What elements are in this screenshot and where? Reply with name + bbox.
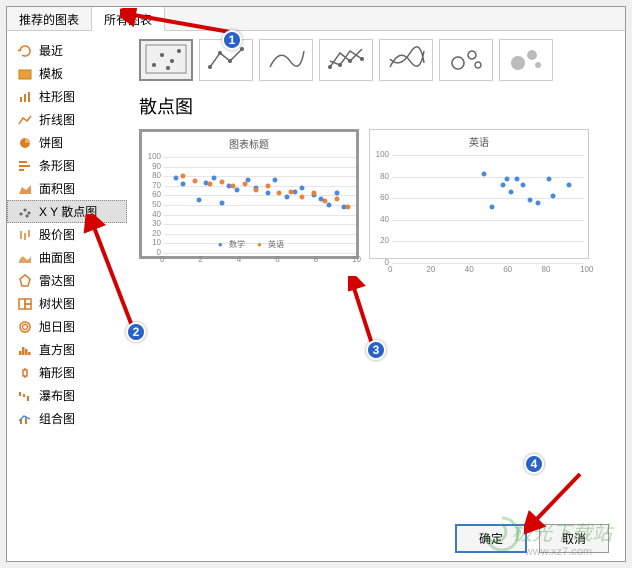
dialog-buttons: 确定 取消 <box>455 524 609 553</box>
sidebar-item-label: 面积图 <box>39 180 75 197</box>
chart-subtype-icon <box>324 43 368 78</box>
sidebar-item-pie[interactable]: 饼图 <box>7 131 127 154</box>
pie-icon <box>17 136 33 150</box>
chart-area: 020406080100020406080100 <box>392 155 584 263</box>
sidebar-item-label: 柱形图 <box>39 88 75 105</box>
sidebar-item-template[interactable]: 模板 <box>7 62 127 85</box>
insert-chart-dialog: 推荐的图表 所有图表 最近模板柱形图折线图饼图条形图面积图 X Y 散点图股价图曲… <box>6 6 626 562</box>
sidebar-item-label: 饼图 <box>39 134 63 151</box>
preview-title: 英语 <box>370 130 588 151</box>
sidebar-item-label: 箱形图 <box>39 364 75 381</box>
chart-category-sidebar: 最近模板柱形图折线图饼图条形图面积图 X Y 散点图股价图曲面图雷达图树状图旭日图… <box>7 31 127 521</box>
sidebar-item-label: X Y 散点图 <box>39 203 97 220</box>
sidebar-item-surface[interactable]: 曲面图 <box>7 246 127 269</box>
waterfall-icon <box>17 389 33 403</box>
chart-subtype-2[interactable] <box>259 39 313 81</box>
column-icon <box>17 90 33 104</box>
sidebar-item-combo[interactable]: 组合图 <box>7 407 127 430</box>
badge-2: 2 <box>126 322 146 342</box>
recent-icon <box>17 44 33 58</box>
chart-subtype-icon <box>384 43 428 78</box>
chart-subtype-5[interactable] <box>439 39 493 81</box>
section-title: 散点图 <box>139 93 613 119</box>
bar-icon <box>17 159 33 173</box>
preview-2[interactable]: 英语020406080100020406080100 <box>369 129 589 259</box>
chart-subtype-0[interactable] <box>139 39 193 81</box>
cancel-button[interactable]: 取消 <box>539 524 609 553</box>
preview-title: 图表标题 <box>142 132 356 153</box>
sidebar-item-waterfall[interactable]: 瀑布图 <box>7 384 127 407</box>
sidebar-item-label: 旭日图 <box>39 318 75 335</box>
line-icon <box>17 113 33 127</box>
chart-previews: 图表标题01020304050607080901000246810● 数学● 英… <box>139 129 613 259</box>
radar-icon <box>17 274 33 288</box>
badge-1: 1 <box>222 30 242 50</box>
sidebar-item-label: 雷达图 <box>39 272 75 289</box>
sidebar-item-label: 最近 <box>39 42 63 59</box>
sidebar-item-stock[interactable]: 股价图 <box>7 223 127 246</box>
sidebar-item-histogram[interactable]: 直方图 <box>7 338 127 361</box>
ok-button[interactable]: 确定 <box>455 524 527 553</box>
sidebar-item-radar[interactable]: 雷达图 <box>7 269 127 292</box>
tab-recommended[interactable]: 推荐的图表 <box>7 7 92 30</box>
badge-3: 3 <box>366 340 386 360</box>
preview-1[interactable]: 图表标题01020304050607080901000246810● 数学● 英… <box>139 129 359 259</box>
badge-4: 4 <box>524 454 544 474</box>
scatter-icon <box>17 205 33 219</box>
sidebar-item-label: 股价图 <box>39 226 75 243</box>
chart-subtype-icon <box>444 43 488 78</box>
boxplot-icon <box>17 366 33 380</box>
chart-subtype-icon <box>144 43 188 78</box>
sunburst-icon <box>17 320 33 334</box>
sidebar-item-label: 瀑布图 <box>39 387 75 404</box>
dialog-body: 最近模板柱形图折线图饼图条形图面积图 X Y 散点图股价图曲面图雷达图树状图旭日图… <box>7 31 625 521</box>
area-icon <box>17 182 33 196</box>
chart-subtype-icon <box>504 43 548 78</box>
sidebar-item-scatter[interactable]: X Y 散点图 <box>7 200 127 223</box>
template-icon <box>17 67 33 81</box>
sidebar-item-treemap[interactable]: 树状图 <box>7 292 127 315</box>
sidebar-item-label: 模板 <box>39 65 63 82</box>
sidebar-item-line[interactable]: 折线图 <box>7 108 127 131</box>
stock-icon <box>17 228 33 242</box>
sidebar-item-boxplot[interactable]: 箱形图 <box>7 361 127 384</box>
sidebar-item-area[interactable]: 面积图 <box>7 177 127 200</box>
main-pane: 散点图 图表标题01020304050607080901000246810● 数… <box>127 31 625 521</box>
sidebar-item-label: 曲面图 <box>39 249 75 266</box>
tab-all-charts[interactable]: 所有图表 <box>92 7 165 31</box>
treemap-icon <box>17 297 33 311</box>
chart-subtype-icon <box>264 43 308 78</box>
sidebar-item-label: 树状图 <box>39 295 75 312</box>
chart-legend: ● 数学● 英语 <box>142 235 356 254</box>
chart-subtype-4[interactable] <box>379 39 433 81</box>
sidebar-item-sunburst[interactable]: 旭日图 <box>7 315 127 338</box>
sidebar-item-label: 折线图 <box>39 111 75 128</box>
sidebar-item-recent[interactable]: 最近 <box>7 39 127 62</box>
sidebar-item-label: 直方图 <box>39 341 75 358</box>
chart-subtype-6[interactable] <box>499 39 553 81</box>
sidebar-item-column[interactable]: 柱形图 <box>7 85 127 108</box>
sidebar-item-bar[interactable]: 条形图 <box>7 154 127 177</box>
chart-subtype-row <box>139 39 613 81</box>
chart-subtype-3[interactable] <box>319 39 373 81</box>
histogram-icon <box>17 343 33 357</box>
combo-icon <box>17 412 33 426</box>
surface-icon <box>17 251 33 265</box>
tab-bar: 推荐的图表 所有图表 <box>7 7 625 31</box>
sidebar-item-label: 组合图 <box>39 410 75 427</box>
sidebar-item-label: 条形图 <box>39 157 75 174</box>
